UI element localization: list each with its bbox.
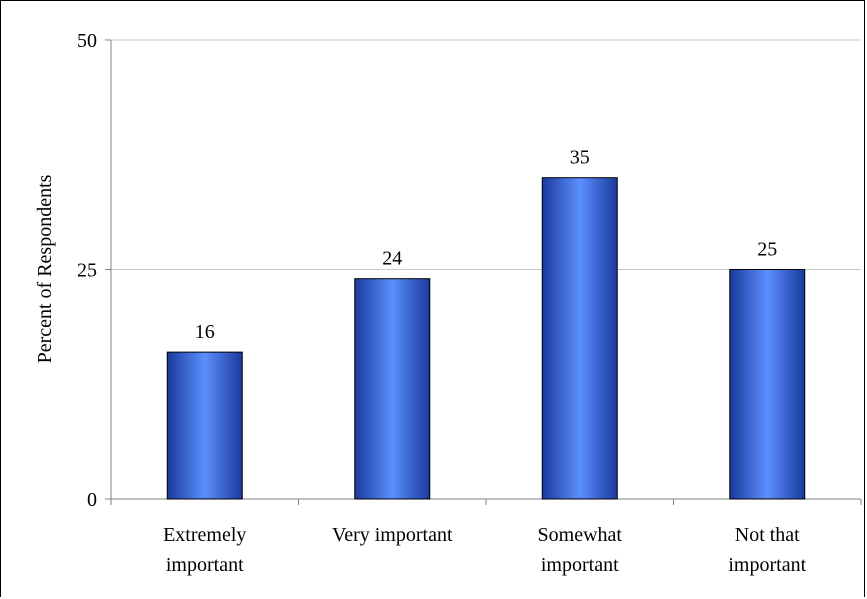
bar	[729, 269, 806, 500]
bars	[166, 177, 806, 500]
x-tick-label: Very important	[332, 524, 453, 546]
data-label: 24	[382, 248, 402, 270]
x-tick-label: important	[541, 554, 619, 576]
labels: 0 25 50 16 Extremely important 24 Very importan…	[77, 30, 807, 576]
bar	[166, 351, 243, 500]
x-tick-label: important	[166, 554, 244, 576]
data-label: 35	[570, 147, 590, 169]
y-tick-label: 50	[77, 30, 97, 52]
data-label: 25	[757, 239, 777, 261]
bar	[541, 177, 618, 500]
gridlines	[111, 39, 861, 270]
x-tick-label: Not that	[735, 524, 800, 546]
y-axis-title: Percent of Respondents	[34, 174, 56, 363]
x-tick-label: Extremely	[163, 524, 246, 546]
x-tick-label: Somewhat	[538, 524, 623, 546]
data-label: 16	[195, 321, 215, 343]
y-tick-label: 0	[87, 489, 97, 511]
bar	[354, 278, 431, 500]
y-tick-label: 25	[77, 260, 97, 282]
x-tick-label: important	[728, 554, 806, 576]
